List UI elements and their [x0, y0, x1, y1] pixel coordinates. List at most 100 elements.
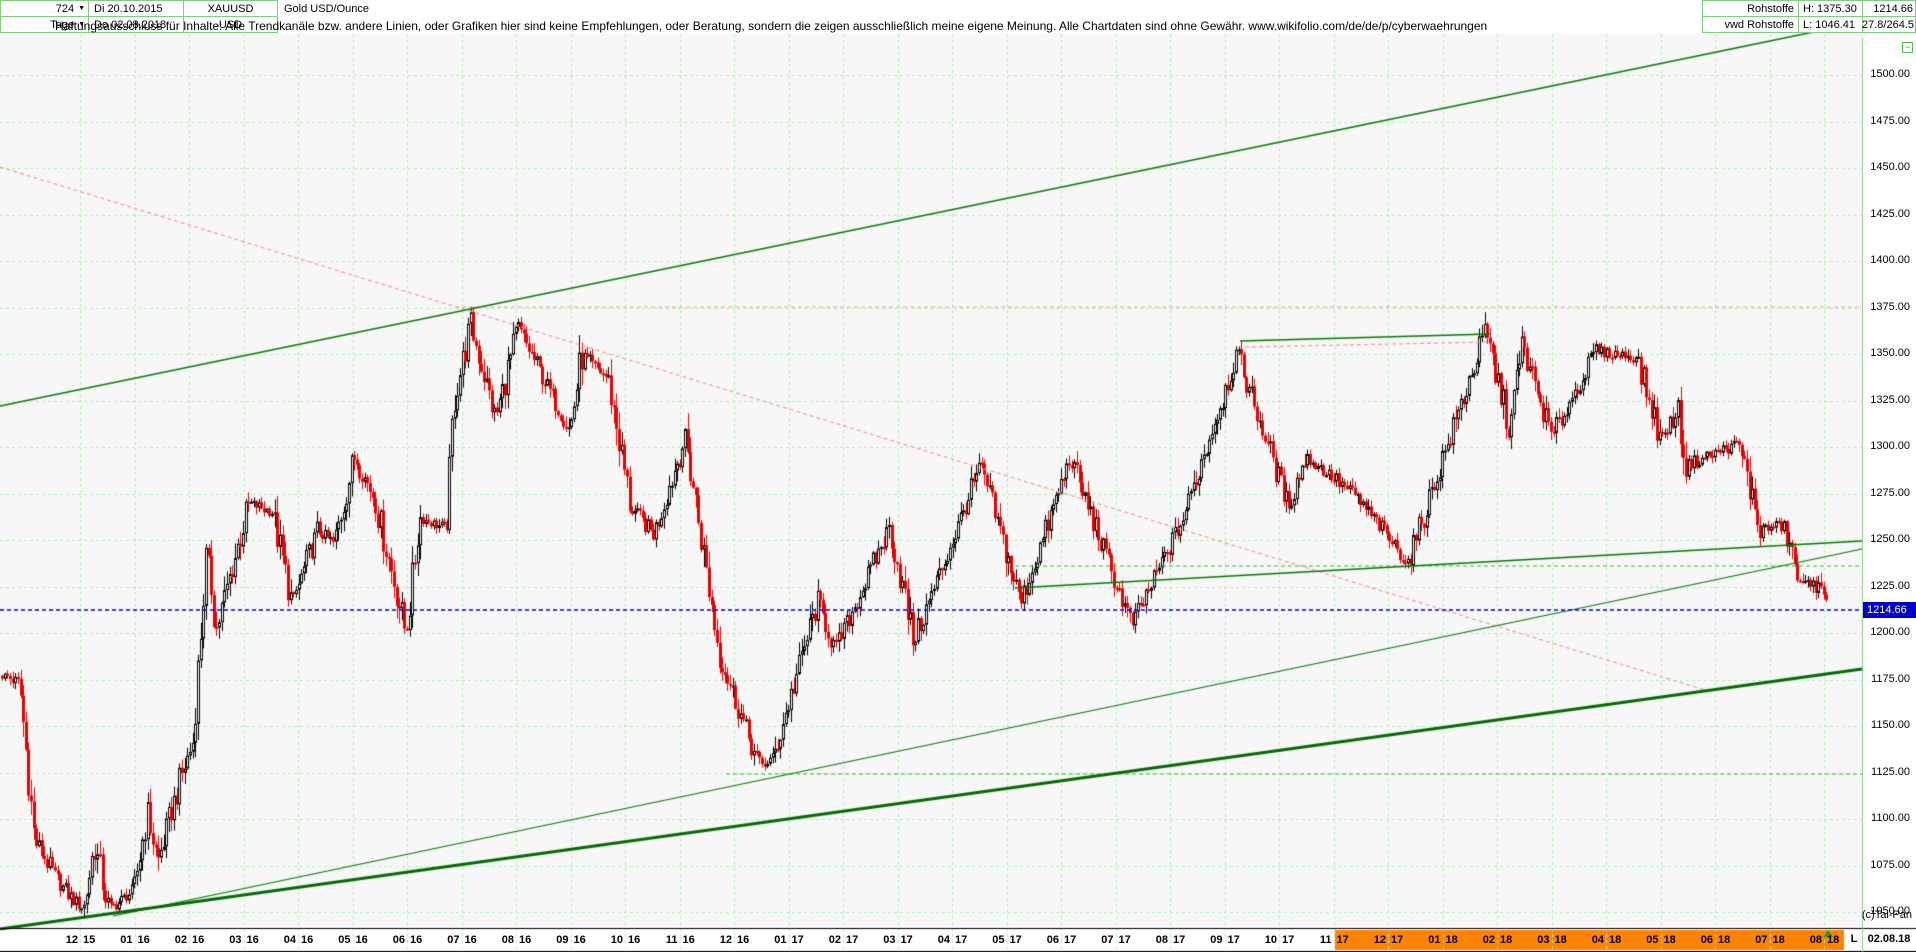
change-value: 27.8/264.5 [1862, 18, 1914, 31]
start-date-value: Di 20.10.2015 [94, 2, 163, 15]
x-axis-month-label: 06 [392, 934, 405, 946]
collapse-chart-button[interactable]: − [1902, 42, 1913, 53]
last-price-value: 1214.66 [1873, 2, 1913, 15]
x-axis-year-label: 16 [301, 934, 314, 946]
x-axis-month-label: 12 [1373, 934, 1386, 946]
y-axis-tick-label: 1050.00 [1870, 905, 1910, 917]
x-axis-month-label: 08 [501, 934, 514, 946]
y-axis-tick-label: 1275.00 [1870, 486, 1910, 499]
x-axis-year-label: 17 [1064, 934, 1077, 946]
x-axis-year-label: 16 [192, 934, 205, 946]
group-value: Rohstoffe [1747, 2, 1794, 15]
x-axis-month-label: 02 [174, 934, 187, 946]
x-axis-month-label: 01 [120, 934, 133, 946]
symbol-cell: XAUUSD [183, 0, 278, 17]
x-axis-year-label: 18 [1772, 934, 1785, 946]
y-axis-tick-label: 1325.00 [1870, 393, 1910, 406]
x-axis-year-label: 16 [573, 934, 586, 946]
l-column-label: L [1850, 933, 1858, 945]
x-axis-year-label: 16 [737, 934, 750, 946]
x-axis-month-label: 01 [1428, 934, 1441, 946]
x-axis-month-label: 04 [937, 934, 950, 946]
y-axis-tick-label: 1125.00 [1871, 765, 1910, 778]
x-axis-year-label: 16 [682, 934, 695, 946]
x-axis-month-label: 03 [1537, 934, 1550, 946]
x-axis-year-label: 17 [900, 934, 913, 946]
period-dropdown[interactable]: Tage ▼ [0, 16, 89, 33]
y-axis-tick-label: 1225.00 [1870, 579, 1910, 592]
y-axis-tick-label: 1075.00 [1870, 858, 1910, 871]
last-price-badge: 1214.66 [1863, 602, 1916, 618]
end-date-value: Do 02.08.2018 [94, 18, 167, 31]
x-axis-month-label: 11 [1319, 934, 1332, 946]
x-axis-year-label: 16 [464, 934, 477, 946]
x-axis-month-label: 06 [1046, 934, 1059, 946]
x-axis-year-label: 17 [1009, 934, 1022, 946]
end-date-field[interactable]: Do 02.08.2018 [88, 16, 184, 33]
disclaimer-text: Haftungsausschluss für Inhalte: Alle Tre… [55, 19, 1488, 33]
copyright-label: (c)Tai-Pan [1861, 909, 1912, 921]
x-axis-year-label: 16 [355, 934, 368, 946]
group-cell: Rohstoffe [1702, 0, 1799, 17]
currency-value: USD [218, 18, 243, 31]
x-axis-month-label: 05 [1646, 934, 1659, 946]
x-axis-year-label: 18 [1827, 934, 1840, 946]
instrument-name: Gold USD/Ounce [284, 3, 369, 15]
x-axis-month-label: 08 [1809, 934, 1822, 946]
y-axis-tick-label: 1400.00 [1870, 254, 1910, 266]
x-axis-month-label: 03 [229, 934, 242, 946]
period-low-value: L: 1046.41 [1803, 18, 1855, 31]
x-axis-year-label: 17 [1118, 934, 1131, 946]
x-axis-year-label: 16 [246, 934, 259, 946]
period-high-value: H: 1375.30 [1803, 2, 1857, 15]
bars-count-dropdown[interactable]: 724 ▼ [0, 0, 89, 17]
source-value: vwd Rohstoffe [1724, 18, 1794, 31]
x-axis-month-label: 06 [1700, 934, 1713, 946]
x-axis-month-label: 12 [719, 934, 732, 946]
y-axis-tick-label: 1150.00 [1871, 719, 1910, 731]
x-axis-month-label: 03 [883, 934, 896, 946]
session-date-label: 02.08.18 [1867, 933, 1911, 945]
x-axis-year-label: 17 [846, 934, 859, 946]
y-axis-tick-label: 1450.00 [1870, 161, 1910, 173]
bars-count-value: 724 [55, 2, 75, 15]
x-axis-month-label: 09 [556, 934, 569, 946]
y-axis-tick-label: 1375.00 [1870, 300, 1910, 313]
y-axis-tick-label: 1200.00 [1870, 626, 1910, 638]
x-axis-year-label: 18 [1445, 934, 1458, 946]
dropdown-arrow-icon: ▼ [78, 20, 85, 28]
x-axis-year-label: 15 [83, 934, 96, 946]
start-date-field[interactable]: Di 20.10.2015 [88, 0, 184, 17]
period-low-cell: L: 1046.41 [1798, 16, 1863, 33]
period-high-cell: H: 1375.30 [1798, 0, 1863, 17]
x-axis-month-label: 02 [1482, 934, 1495, 946]
source-cell: vwd Rohstoffe [1702, 16, 1799, 33]
x-axis-year-label: 16 [410, 934, 423, 946]
x-axis-month-label: 05 [992, 934, 1005, 946]
y-axis-tick-label: 1300.00 [1870, 440, 1910, 452]
x-axis-month-label: 07 [1101, 934, 1114, 946]
x-axis-year-label: 16 [519, 934, 532, 946]
x-axis-month-label: 01 [774, 934, 787, 946]
period-value: Tage [50, 18, 75, 31]
x-axis-year-label: 17 [791, 934, 804, 946]
x-axis-month-label: 08 [1155, 934, 1168, 946]
x-axis-month-label: 11 [665, 934, 678, 946]
x-axis-month-label: 07 [447, 934, 460, 946]
x-axis-year-label: 17 [955, 934, 968, 946]
y-axis-tick-label: 1425.00 [1870, 207, 1910, 220]
x-axis-year-label: 17 [1282, 934, 1295, 946]
x-axis-month-label: 12 [65, 934, 78, 946]
x-axis-month-label: 05 [338, 934, 351, 946]
x-axis-month-label: 10 [610, 934, 623, 946]
x-axis-year-label: 18 [1718, 934, 1731, 946]
x-axis-month-label: 04 [1591, 934, 1604, 946]
currency-cell: USD [183, 16, 278, 33]
x-axis-month-label: 07 [1755, 934, 1768, 946]
x-axis-year-label: 18 [1554, 934, 1567, 946]
y-axis-tick-label: 1100.00 [1871, 812, 1910, 824]
y-axis-tick-label: 1250.00 [1870, 533, 1910, 545]
dropdown-arrow-icon: ▼ [78, 4, 85, 12]
